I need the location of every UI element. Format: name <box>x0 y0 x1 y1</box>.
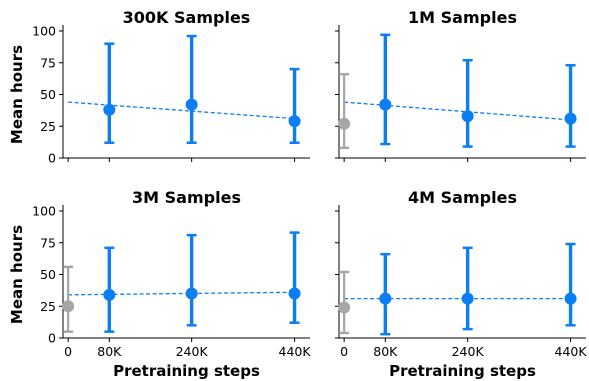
chart-panel-2: 1M Samples <box>335 8 586 162</box>
y-tick-label: 0 <box>48 151 56 166</box>
x-tick-label: 240K <box>176 344 209 359</box>
data-point <box>461 292 474 305</box>
data-point <box>288 287 301 300</box>
y-tick-label: 50 <box>40 87 56 102</box>
chart-title: 4M Samples <box>408 188 517 207</box>
baseline-point <box>338 117 351 130</box>
y-tick-label: 75 <box>40 55 56 70</box>
y-tick-label: 25 <box>40 299 56 314</box>
y-axis-label: Mean hours <box>8 45 26 144</box>
data-point <box>564 292 577 305</box>
baseline-point <box>338 301 351 314</box>
data-point <box>288 115 301 128</box>
data-point <box>103 103 116 116</box>
chart-panel-1: 300K Samples 0 25 50 75 100 Mean hours <box>8 8 310 166</box>
chart-title: 3M Samples <box>132 188 241 207</box>
data-point <box>185 287 198 300</box>
x-tick-label: 80K <box>97 344 122 359</box>
y-tick-label: 100 <box>32 24 56 39</box>
x-tick-label: 240K <box>452 344 485 359</box>
y-tick-label: 50 <box>40 267 56 282</box>
x-tick-label: 440K <box>279 344 312 359</box>
trend-line <box>68 101 295 120</box>
x-axis-label: Pretraining steps <box>389 362 536 380</box>
chart-panel-4: 4M Samples 0 80K 240K 440K Pretraining steps <box>335 188 587 380</box>
data-point <box>379 98 392 111</box>
x-tick-label: 440K <box>555 344 588 359</box>
chart-title: 1M Samples <box>408 8 517 27</box>
data-point <box>185 98 198 111</box>
x-tick-label: 0 <box>340 344 348 359</box>
y-tick-label: 75 <box>40 235 56 250</box>
data-point <box>564 112 577 125</box>
chart-title: 300K Samples <box>123 8 251 27</box>
x-axis-label: Pretraining steps <box>113 362 260 380</box>
x-tick-label: 0 <box>64 344 72 359</box>
baseline-point <box>62 300 75 313</box>
data-point <box>103 288 116 301</box>
y-axis-label: Mean hours <box>8 225 26 324</box>
y-tick-label: 100 <box>32 204 56 219</box>
y-tick-label: 25 <box>40 119 56 134</box>
x-tick-label: 80K <box>373 344 398 359</box>
data-point <box>379 292 392 305</box>
data-point <box>461 110 474 123</box>
trend-line <box>68 291 295 296</box>
chart-panel-3: 3M Samples 0 25 50 75 100 0 80K 240K 440K Mean hou… <box>8 188 311 380</box>
y-tick-label: 0 <box>48 331 56 346</box>
trend-line <box>344 101 571 121</box>
